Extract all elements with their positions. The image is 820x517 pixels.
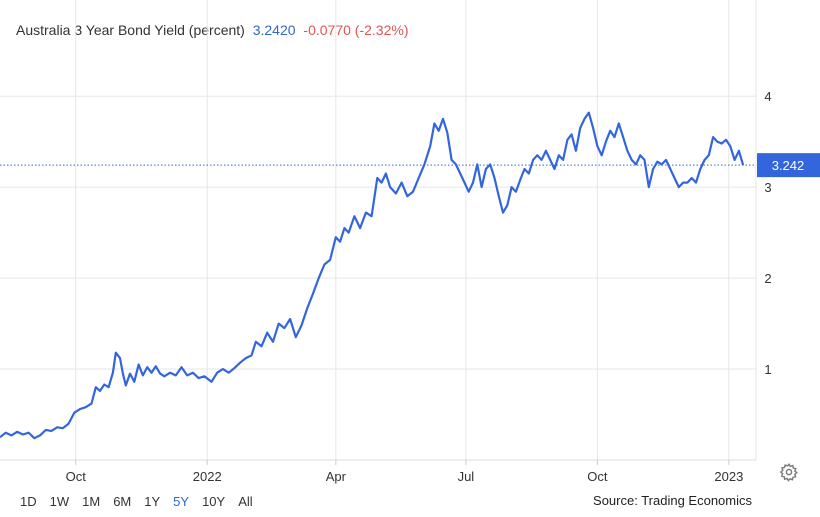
- x-tick-label: 2023: [714, 469, 743, 484]
- range-1m[interactable]: 1M: [82, 494, 101, 509]
- y-tick-label: 2: [764, 271, 771, 286]
- y-tick-label: 1: [764, 362, 771, 377]
- change-value: -0.0770 (-2.32%): [303, 22, 409, 38]
- range-6m[interactable]: 6M: [113, 494, 132, 509]
- x-tick-label: Oct: [587, 469, 608, 484]
- x-tick-label: Oct: [66, 469, 87, 484]
- last-value-tag-text: 3.242: [772, 158, 805, 173]
- range-1d[interactable]: 1D: [20, 494, 37, 509]
- range-1y[interactable]: 1Y: [144, 494, 161, 509]
- yield-line-chart: Oct 2022 Apr Jul Oct 2023 1 2 3 4 3.242: [0, 0, 820, 484]
- last-value-tag: [757, 153, 820, 178]
- range-selector: 1D 1W 1M 6M 1Y 5Y 10Y All: [20, 494, 266, 509]
- x-tick-label: Jul: [458, 469, 475, 484]
- y-tick-label: 3: [764, 180, 771, 195]
- range-1w[interactable]: 1W: [49, 494, 70, 509]
- range-all[interactable]: All: [238, 494, 253, 509]
- x-tick-label: 2022: [193, 469, 222, 484]
- source-label: Source: Trading Economics: [593, 493, 752, 508]
- last-value: 3.2420: [252, 22, 296, 38]
- series-line: [0, 111, 745, 440]
- instrument-name: Australia 3 Year Bond Yield (percent): [16, 22, 245, 38]
- gear-icon[interactable]: [779, 462, 799, 482]
- range-10y[interactable]: 10Y: [202, 494, 226, 509]
- y-tick-label: 4: [764, 89, 771, 104]
- range-5y[interactable]: 5Y: [173, 494, 190, 509]
- chart-header: Australia 3 Year Bond Yield (percent) 3.…: [16, 22, 408, 38]
- x-tick-label: Apr: [326, 469, 347, 484]
